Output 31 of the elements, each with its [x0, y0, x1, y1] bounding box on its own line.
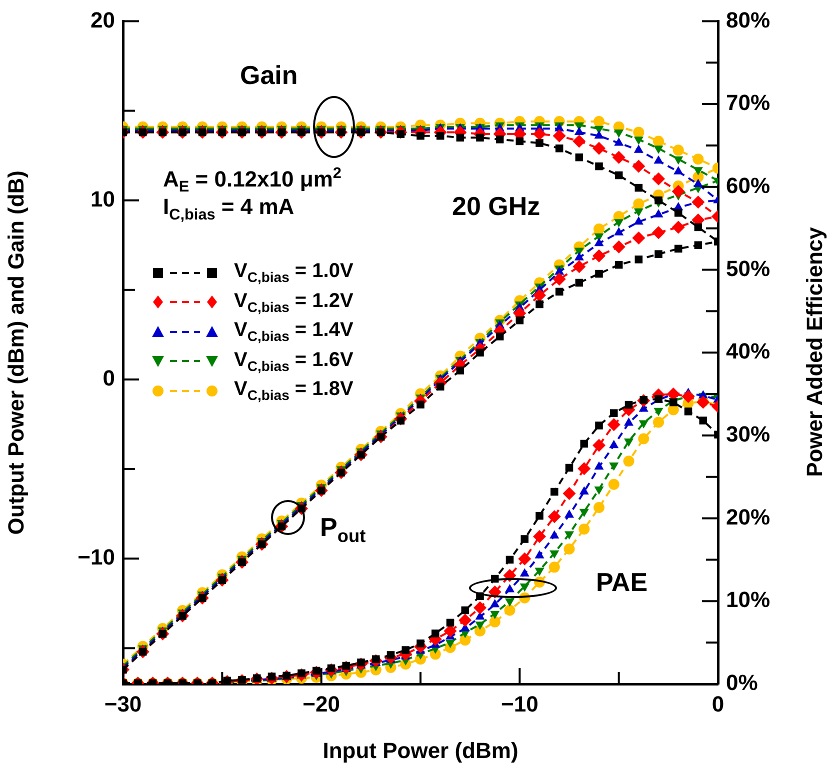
legend-label: V$_{C,bias}$ = 1.0V — [234, 260, 354, 286]
y2-tick-label: 60% — [726, 172, 770, 198]
y2-tick-label: 70% — [726, 90, 770, 116]
y2-tick-label: 10% — [726, 587, 770, 612]
y2-tick-label: 80% — [726, 7, 770, 32]
x-tick-label: 0 — [712, 691, 724, 716]
annotation: A$_{E}$ = 0.12x10 μm$^{2}$ — [163, 165, 342, 196]
legend-label: V$_{C,bias}$ = 1.2V — [234, 290, 354, 315]
y-tick-label: 10 — [90, 186, 115, 212]
y-tick-label: −10 — [78, 544, 115, 570]
y2-tick-label: 30% — [726, 422, 770, 447]
annotation: 20 GHz — [452, 191, 540, 221]
x-axis-title: Input Power (dBm) — [322, 738, 518, 763]
y2-tick-label: 20% — [726, 504, 770, 530]
legend-label: V$_{C,bias}$ = 1.6V — [234, 348, 354, 374]
annotation: I$_{C,bias}$ = 4 mA — [163, 194, 294, 224]
annotation: P$_{out}$ — [320, 512, 366, 546]
annotation: Gain — [240, 60, 298, 90]
y2-axis-title: Power Added Efficiency — [802, 227, 828, 477]
legend-label: V$_{C,bias}$ = 1.8V — [234, 378, 354, 404]
x-tick-label: −30 — [104, 691, 142, 716]
annotation: PAE — [596, 567, 648, 597]
x-tick-label: −20 — [302, 691, 340, 716]
y-tick-label: 20 — [90, 7, 115, 32]
x-tick-label: −10 — [501, 691, 538, 716]
y2-tick-label: 50% — [726, 256, 770, 281]
legend-label: V$_{C,bias}$ = 1.4V — [234, 319, 354, 344]
y2-tick-label: 0% — [726, 670, 758, 696]
y-tick-label: 0 — [102, 366, 115, 391]
y2-tick-label: 40% — [726, 338, 770, 364]
y-axis-title: Output Power (dBm) and Gain (dB) — [3, 170, 28, 535]
